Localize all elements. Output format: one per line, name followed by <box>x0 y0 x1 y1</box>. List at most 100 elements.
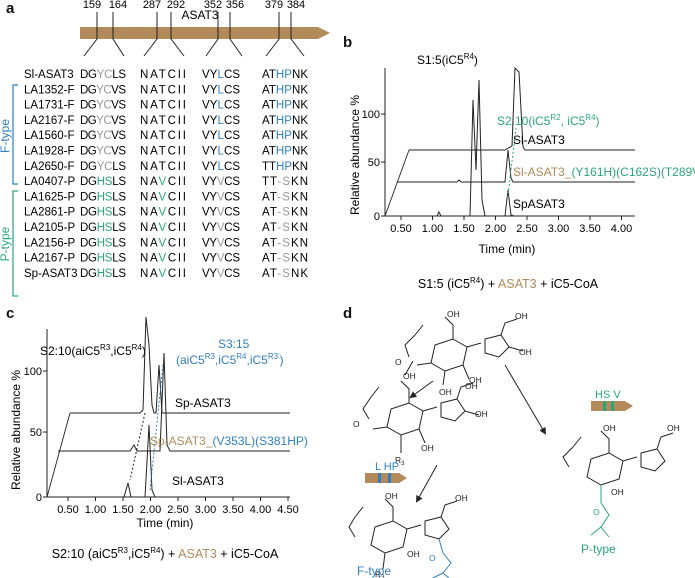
c-caption: S2:10 (aiC5R3,iC5R4) + ASAT3 + iC5-CoA <box>52 546 279 561</box>
c-xtick-label: 4.00 <box>250 504 271 516</box>
pos-287: 287 <box>143 0 161 11</box>
alignment-motif-m3: VYLCS <box>202 69 240 81</box>
b-xtick-label: 0.50 <box>390 223 411 235</box>
asat3-gene-label: ASAT3 <box>181 8 218 22</box>
c-trace-sp-mutant <box>58 352 290 452</box>
f-type-bracket <box>12 84 18 185</box>
b-xtick-label: 3.00 <box>548 223 569 235</box>
b-x-axis-label: Time (min) <box>479 242 536 256</box>
b-xtick-label: 2.00 <box>485 223 506 235</box>
d-oh-f-2: OH <box>455 493 468 503</box>
d-oh-top-1: OH <box>447 309 460 319</box>
c-ytick-0: 0 <box>36 492 42 504</box>
alignment-motif-m1: DGYCVS <box>80 146 126 158</box>
alignment-motif-m3: VYLCS <box>202 161 240 173</box>
alignment-motif-m4: ATHPNK <box>262 100 308 112</box>
pos-379: 379 <box>265 0 283 11</box>
f-type-molecule <box>348 498 458 578</box>
b-trace-sl-mutant <box>397 149 635 183</box>
p-type-product-label: P-type <box>581 542 616 556</box>
pos-159: 159 <box>83 0 101 11</box>
alignment-motif-m4: AT-SKN <box>262 222 308 234</box>
d-oh-p-2: OH <box>667 423 680 433</box>
d-oh-mid-4: OH <box>469 375 482 385</box>
d-oh-f-1: OH <box>385 491 398 501</box>
d-o-f: O <box>429 553 436 563</box>
alignment-motif-m4: ATHPNK <box>262 130 308 142</box>
alignment-motif-m1: DGYCVS <box>80 130 126 142</box>
d-r3-f: R3 <box>375 569 385 578</box>
alignment-row-name: LA1352-F <box>24 84 75 96</box>
c-trace-label-sl: Sl-ASAT3 <box>172 474 224 488</box>
panel-label-c: c <box>6 305 15 322</box>
alignment-motif-m1: DGYCLS <box>80 161 126 173</box>
alignment-motif-m4: AT-SKN <box>262 237 308 249</box>
pos-384: 384 <box>287 0 305 11</box>
alignment-motif-m3: VYLCS <box>202 146 240 158</box>
d-o-top: O <box>395 357 402 367</box>
b-ytick-50: 50 <box>368 157 380 169</box>
alignment-rows: Sl-ASAT3 DGYCLS N A T C I I VYLCS ATHPNK LA1352-F D… <box>24 69 308 280</box>
alignment-row-name: LA1731-F <box>24 100 75 112</box>
c-xtick-label: 0.50 <box>57 504 78 516</box>
alignment-motif-m4: TT-SKN <box>262 176 308 188</box>
p-type-bracket <box>12 190 18 297</box>
zoom-lines <box>83 12 305 57</box>
alignment-motif-m4: ATHPNK <box>262 69 308 81</box>
c-ytick-50: 50 <box>30 427 42 439</box>
alignment-motif-m4: AT-SNK <box>262 268 308 280</box>
alignment-motif-m1: DGHSLS <box>80 207 126 219</box>
c-xtick-label: 3.50 <box>222 504 243 516</box>
alignment-motif-m4: ATHPNK <box>262 84 308 96</box>
b-xtick-label: 2.50 <box>516 223 537 235</box>
pos-352: 352 <box>204 0 222 11</box>
alignment-row-name: LA1560-F <box>24 130 75 142</box>
alignment-motif-m1: DGHSLS <box>80 237 126 249</box>
b-ytick-0: 0 <box>374 211 380 223</box>
c-black-peak-label: S2:10(aiC5R3,iC5R4) <box>40 343 146 358</box>
alignment-motif-m3: VYVCS <box>202 191 240 203</box>
alignment-motif-m3: VYLCS <box>202 84 240 96</box>
d-oh-p-1: OH <box>603 423 616 433</box>
b-y-axis-label: Relative abundance % <box>348 95 362 215</box>
c-ytick-100: 100 <box>24 366 42 378</box>
b-peak-label: S1:5(iC5R4) <box>417 52 478 67</box>
alignment-motif-m3: VYLCS <box>202 100 240 112</box>
b-green-peak-label: S2:10(iC5R2, iC5R4) <box>497 113 600 128</box>
panel-a-alignment: ASAT3 159 164 287 292 352 356 379 384 F-… <box>0 0 330 297</box>
c-blue-peak-label-line1: S3:15 <box>218 337 250 351</box>
c-xtick-label: 4.50 <box>277 504 298 516</box>
d-oh-top-5: OH <box>515 311 528 321</box>
alignment-motif-m4: AT-SKN <box>262 191 308 203</box>
alignment-motif-m1: DGHSLS <box>80 222 126 234</box>
b-traces <box>385 66 635 217</box>
alignment-motif-m4: ATHPNK <box>262 115 308 127</box>
alignment-motif-m1: DGHSLS <box>80 176 126 188</box>
c-y-axis-label: Relative abundance % <box>9 370 23 490</box>
alignment-row-name: Sp-ASAT3 <box>24 268 77 280</box>
pos-356: 356 <box>226 0 244 11</box>
panel-label-b: b <box>343 34 353 51</box>
alignment-motif-m3: VYVCS <box>202 207 240 219</box>
sucrose-ester-middle <box>362 380 480 453</box>
b-trace-spasat3 <box>385 79 635 217</box>
c-xtick-label: 2.50 <box>167 504 188 516</box>
p-type-mutation-label: HS V <box>595 389 621 401</box>
p-type-label: P-type <box>0 226 12 261</box>
c-xtick-label: 2.00 <box>140 504 161 516</box>
f-type-mutation-label: L HP <box>375 461 399 473</box>
d-oh-mid-2: OH <box>475 409 488 419</box>
b-trace-label-sl: Sl-ASAT3 <box>513 133 565 147</box>
p-type-molecule <box>562 430 674 538</box>
alignment-motif-m4: AT-SKN <box>262 207 308 219</box>
sucrose-ester-top <box>404 316 524 386</box>
alignment-motif-m1: DGYCVS <box>80 100 126 112</box>
